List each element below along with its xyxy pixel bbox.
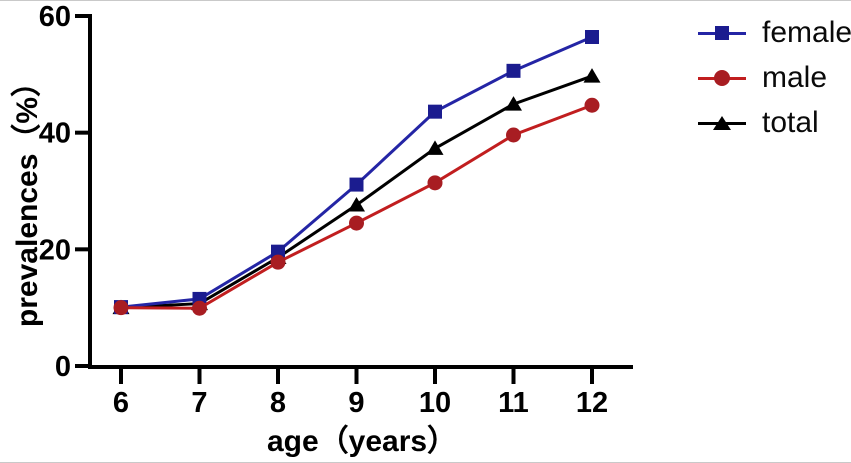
- female-marker: [271, 244, 285, 259]
- male-marker: [192, 300, 207, 316]
- legend-marker-total: [713, 116, 731, 130]
- female-marker: [349, 177, 364, 192]
- x-tick-label: 8: [270, 387, 286, 419]
- female-square-icon: [698, 24, 746, 42]
- total-marker: [505, 96, 522, 111]
- male-marker: [349, 215, 364, 231]
- legend-item-total: total: [698, 105, 851, 141]
- y-tick-label: 20: [39, 234, 71, 266]
- male-marker: [584, 97, 600, 113]
- total-marker: [583, 68, 601, 83]
- x-tick-label: 12: [576, 387, 608, 419]
- y-tick-label: 60: [39, 1, 71, 33]
- female-marker: [506, 63, 521, 78]
- legend: female male total: [698, 15, 851, 150]
- legend-label-total: total: [762, 106, 819, 139]
- legend-marker-female: [715, 26, 729, 40]
- legend-label-female: female: [762, 16, 851, 49]
- legend-item-male: male: [698, 60, 851, 96]
- x-tick-label: 11: [498, 387, 529, 419]
- legend-label-male: male: [762, 61, 828, 94]
- male-marker: [427, 175, 443, 191]
- total-triangle-icon: [698, 114, 746, 132]
- legend-marker-male: [714, 70, 730, 86]
- male-circle-icon: [698, 69, 746, 87]
- x-tick-label: 7: [191, 387, 207, 419]
- y-tick-label: 0: [55, 351, 71, 383]
- female-line: [120, 35, 593, 309]
- y-tick-label: 40: [39, 118, 71, 150]
- female-marker: [585, 30, 599, 44]
- legend-item-female: female: [698, 15, 851, 51]
- total-marker: [348, 197, 365, 212]
- total-marker: [426, 140, 444, 155]
- male-marker: [113, 300, 129, 316]
- x-axis-label: age（years）: [266, 425, 458, 458]
- male-marker: [506, 127, 521, 143]
- x-tick-label: 6: [113, 387, 129, 419]
- total-line: [120, 74, 593, 310]
- x-tick-label: 9: [348, 387, 364, 419]
- male-marker: [270, 254, 286, 270]
- female-marker: [428, 104, 442, 119]
- x-tick-label: 10: [419, 387, 451, 419]
- y-axis-label: prevalences（%）: [11, 66, 44, 328]
